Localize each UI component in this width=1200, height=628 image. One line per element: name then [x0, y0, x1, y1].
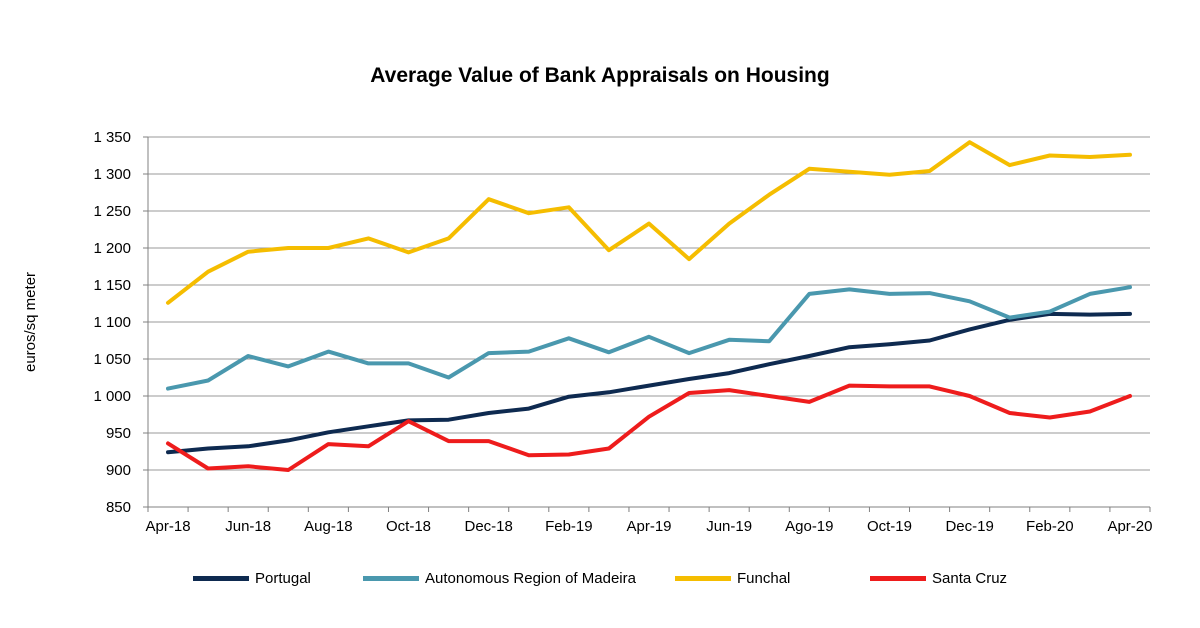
y-tick-label: 900 [106, 462, 131, 479]
legend-swatch [870, 575, 926, 581]
legend-item-portugal: Portugal [193, 566, 311, 590]
series-line-portugal [166, 311, 1132, 455]
y-axis-label: euros/sq meter [22, 272, 39, 372]
x-tick-label: Apr-20 [1107, 518, 1152, 535]
legend: Portugal Autonomous Region of Madeira Func… [0, 566, 1200, 590]
x-tick-label: Dec-19 [945, 518, 993, 535]
series-line-autonomous-region-of-madeira [166, 285, 1132, 391]
y-tick-label: 1 000 [93, 388, 131, 405]
series-line-funchal [166, 140, 1132, 305]
y-tick-label: 1 250 [93, 203, 131, 220]
x-tick-label: Aug-18 [304, 518, 352, 535]
series-line-santa-cruz [166, 383, 1132, 472]
x-tick-label: Apr-19 [626, 518, 671, 535]
legend-label: Portugal [255, 569, 311, 587]
legend-swatch [363, 575, 419, 581]
chart-title: Average Value of Bank Appraisals on Hous… [370, 64, 830, 87]
y-tick-label: 1 050 [93, 351, 131, 368]
x-tick-label: Oct-19 [867, 518, 912, 535]
series-lines [166, 140, 1132, 472]
y-tick-label: 1 100 [93, 314, 131, 331]
legend-label: Santa Cruz [932, 569, 1008, 587]
legend-swatch [193, 575, 249, 581]
legend-item-santa-cruz: Santa Cruz [870, 566, 1007, 590]
x-tick-label: Ago-19 [785, 518, 833, 535]
y-tick-label: 850 [106, 499, 131, 516]
axes [143, 136, 1151, 512]
x-tick-label: Apr-18 [146, 518, 191, 535]
y-tick-label: 950 [106, 425, 131, 442]
x-tick-label: Jun-19 [706, 518, 752, 535]
tick-labels: 850 900 950 1 000 1 050 1 100 1 150 1 200 1 250 1… [93, 129, 1152, 535]
x-tick-label: Feb-20 [1026, 518, 1074, 535]
legend-swatch [675, 575, 731, 581]
y-tick-label: 1 150 [93, 277, 131, 294]
x-tick-label: Feb-19 [545, 518, 593, 535]
x-tick-label: Jun-18 [225, 518, 271, 535]
legend-label: Funchal [737, 569, 791, 587]
y-tick-label: 1 200 [93, 240, 131, 257]
legend-item-autonomous-region-of-madeira: Autonomous Region of Madeira [363, 566, 636, 590]
x-tick-label: Dec-18 [465, 518, 513, 535]
x-tick-label: Oct-18 [386, 518, 431, 535]
legend-label: Autonomous Region of Madeira [425, 569, 636, 587]
y-tick-label: 1 300 [93, 166, 131, 183]
legend-item-funchal: Funchal [675, 566, 790, 590]
y-tick-label: 1 350 [93, 129, 131, 146]
gridlines [148, 136, 1150, 471]
